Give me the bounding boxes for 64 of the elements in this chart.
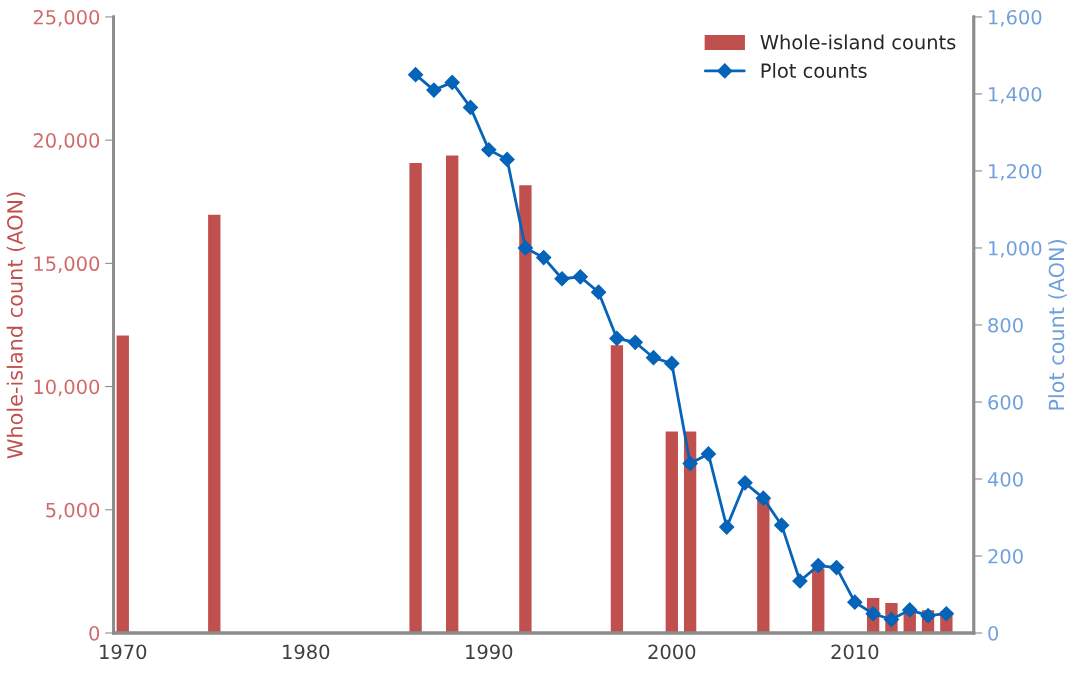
point	[755, 490, 771, 506]
y2-tick-label: 600	[988, 394, 1023, 410]
y-tick-label: 25,000	[33, 9, 100, 27]
point	[517, 240, 533, 256]
x-tick-label: 1980	[283, 644, 330, 660]
y-tick-label: 15,000	[34, 256, 100, 273]
point	[920, 608, 936, 624]
point	[792, 573, 808, 589]
point	[444, 74, 460, 90]
point	[700, 446, 716, 462]
y2-tick-label: 200	[988, 548, 1023, 564]
y2-tick-label: 0	[988, 625, 999, 641]
point	[865, 606, 881, 622]
x-tick-label: 1990	[466, 644, 513, 660]
y2-tick-label: 1,200	[989, 163, 1042, 181]
point	[902, 602, 918, 618]
y-tick-label: 5,000	[46, 502, 100, 520]
point	[883, 611, 900, 628]
bar	[755, 497, 771, 633]
point	[499, 151, 515, 167]
bar	[810, 566, 826, 633]
legend-label: Plot counts	[761, 62, 867, 79]
point	[737, 475, 753, 491]
bar	[115, 334, 131, 633]
bar	[664, 430, 680, 633]
point	[591, 284, 607, 300]
point	[645, 350, 662, 366]
y-axis-title: Whole-island count (AON)	[6, 192, 26, 459]
point	[719, 519, 735, 535]
bar	[609, 343, 625, 633]
point	[536, 250, 552, 266]
x-tick-label: 2010	[831, 644, 879, 660]
point	[682, 456, 698, 472]
point	[828, 559, 845, 576]
point	[554, 271, 570, 287]
y2-tick-label: 1,400	[989, 86, 1042, 104]
legend-label: Whole-island counts	[760, 34, 956, 50]
y2-axis-title: Plot count (AON)	[1048, 240, 1067, 410]
bar	[682, 430, 698, 633]
y2-tick-label: 800	[988, 317, 1023, 333]
point	[664, 355, 680, 372]
point	[938, 606, 954, 622]
y2-tick-label: 1,600	[989, 9, 1042, 27]
y-tick-label: 20,000	[33, 133, 100, 150]
point	[810, 558, 826, 574]
point	[462, 99, 479, 115]
point	[426, 82, 442, 98]
bar	[517, 183, 533, 633]
point	[481, 142, 497, 158]
point	[572, 269, 588, 285]
bar	[408, 161, 424, 633]
y-tick-label: 0	[89, 625, 100, 641]
point	[627, 334, 643, 350]
point	[609, 330, 625, 347]
y-tick-label: 10,000	[34, 379, 100, 397]
point	[774, 517, 790, 533]
y2-tick-label: 1,000	[989, 240, 1042, 258]
bar	[444, 154, 460, 633]
y2-tick-label: 400	[987, 471, 1023, 487]
bar	[206, 213, 222, 633]
x-tick-label: 1970	[100, 644, 147, 660]
x-tick-label: 2000	[648, 644, 696, 660]
point	[408, 67, 424, 83]
point	[847, 594, 863, 610]
